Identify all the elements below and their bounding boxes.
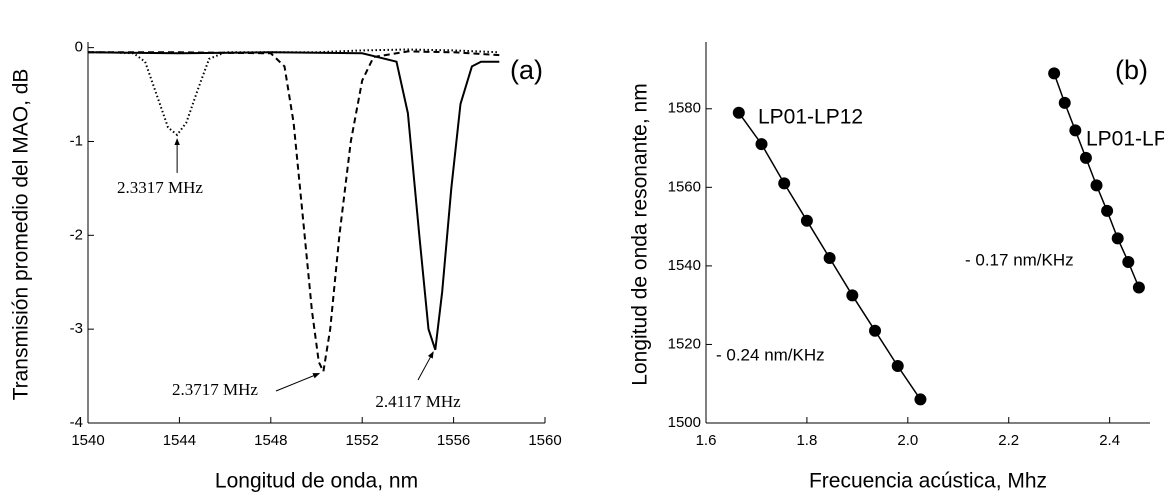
x-tick-label: 1.8	[796, 432, 817, 449]
panel-label: (b)	[1115, 55, 1148, 85]
annotation: - 0.17 nm/KHz	[965, 250, 1074, 269]
x-axis-label: Longitud de onda, nm	[215, 470, 418, 493]
data-point	[914, 393, 927, 406]
series-line	[88, 50, 500, 375]
y-tick-label: 1520	[668, 335, 701, 352]
data-point	[1090, 179, 1103, 192]
curve-label: 2.3317 MHz	[117, 178, 203, 197]
data-point	[846, 289, 859, 302]
data-point	[732, 106, 745, 119]
data-point	[800, 214, 813, 227]
data-point	[1048, 67, 1061, 80]
y-tick-label: 0	[75, 39, 83, 56]
data-point	[1122, 255, 1135, 268]
x-axis-label: Frecuencia acústica, Mhz	[809, 470, 1047, 493]
panel-label: (a)	[510, 55, 543, 85]
y-axis-label: Transmisión promedio del MAO, dB	[10, 69, 33, 401]
data-point	[1132, 281, 1145, 294]
data-point	[869, 324, 882, 337]
y-tick-label: -4	[70, 414, 83, 431]
x-tick-label: 1560	[528, 432, 561, 449]
x-tick-label: 2.4	[1099, 432, 1120, 449]
data-point	[1111, 232, 1124, 245]
data-point	[755, 138, 768, 151]
x-tick-label: 1548	[254, 432, 287, 449]
curve-label: 2.4117 MHz	[375, 392, 461, 411]
series-line	[87, 51, 500, 351]
x-tick-label: 1556	[437, 432, 470, 449]
x-tick-label: 2.0	[897, 432, 918, 449]
data-point	[1069, 124, 1082, 137]
x-tick-label: 2.2	[998, 432, 1019, 449]
y-tick-label: 1500	[668, 414, 701, 431]
data-point	[1079, 151, 1092, 164]
annotation: - 0.24 nm/KHz	[716, 345, 825, 364]
x-tick-label: 1544	[163, 432, 196, 449]
y-tick-label: 1560	[668, 178, 701, 195]
arrow	[417, 351, 434, 381]
x-tick-label: 1540	[71, 432, 104, 449]
y-tick-label: 1580	[668, 100, 701, 117]
y-tick-label: -2	[70, 226, 83, 243]
x-tick-label: 1.6	[696, 432, 717, 449]
data-point	[823, 252, 836, 265]
y-tick-label: -1	[70, 132, 83, 149]
series-line	[88, 48, 500, 137]
series-label: LP01-LP12	[758, 106, 863, 129]
y-tick-label: 1540	[668, 257, 701, 274]
y-tick-label: -3	[70, 320, 83, 337]
data-point	[891, 360, 904, 373]
curve-label: 2.3717 MHz	[172, 380, 258, 399]
data-point	[1101, 204, 1114, 217]
y-axis-label: Longitud de onda resonante, nm	[629, 83, 652, 385]
data-point	[778, 177, 791, 190]
arrow	[275, 372, 321, 392]
data-point	[1058, 96, 1071, 109]
x-tick-label: 1552	[346, 432, 379, 449]
series-label: LP01-LP13	[1086, 128, 1164, 151]
